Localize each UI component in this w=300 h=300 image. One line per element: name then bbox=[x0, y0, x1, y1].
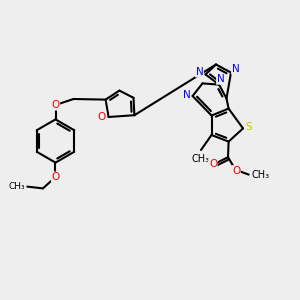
Text: CH₃: CH₃ bbox=[192, 154, 210, 164]
Text: CH₃: CH₃ bbox=[252, 169, 270, 180]
Text: S: S bbox=[246, 122, 252, 132]
Text: N: N bbox=[196, 67, 203, 77]
Text: N: N bbox=[217, 74, 224, 84]
Text: N: N bbox=[183, 89, 190, 100]
Text: O: O bbox=[51, 172, 60, 182]
Text: O: O bbox=[51, 100, 60, 110]
Text: CH₃: CH₃ bbox=[8, 182, 25, 191]
Text: O: O bbox=[232, 166, 240, 176]
Text: O: O bbox=[98, 112, 106, 122]
Text: O: O bbox=[209, 159, 217, 169]
Text: N: N bbox=[232, 64, 239, 74]
